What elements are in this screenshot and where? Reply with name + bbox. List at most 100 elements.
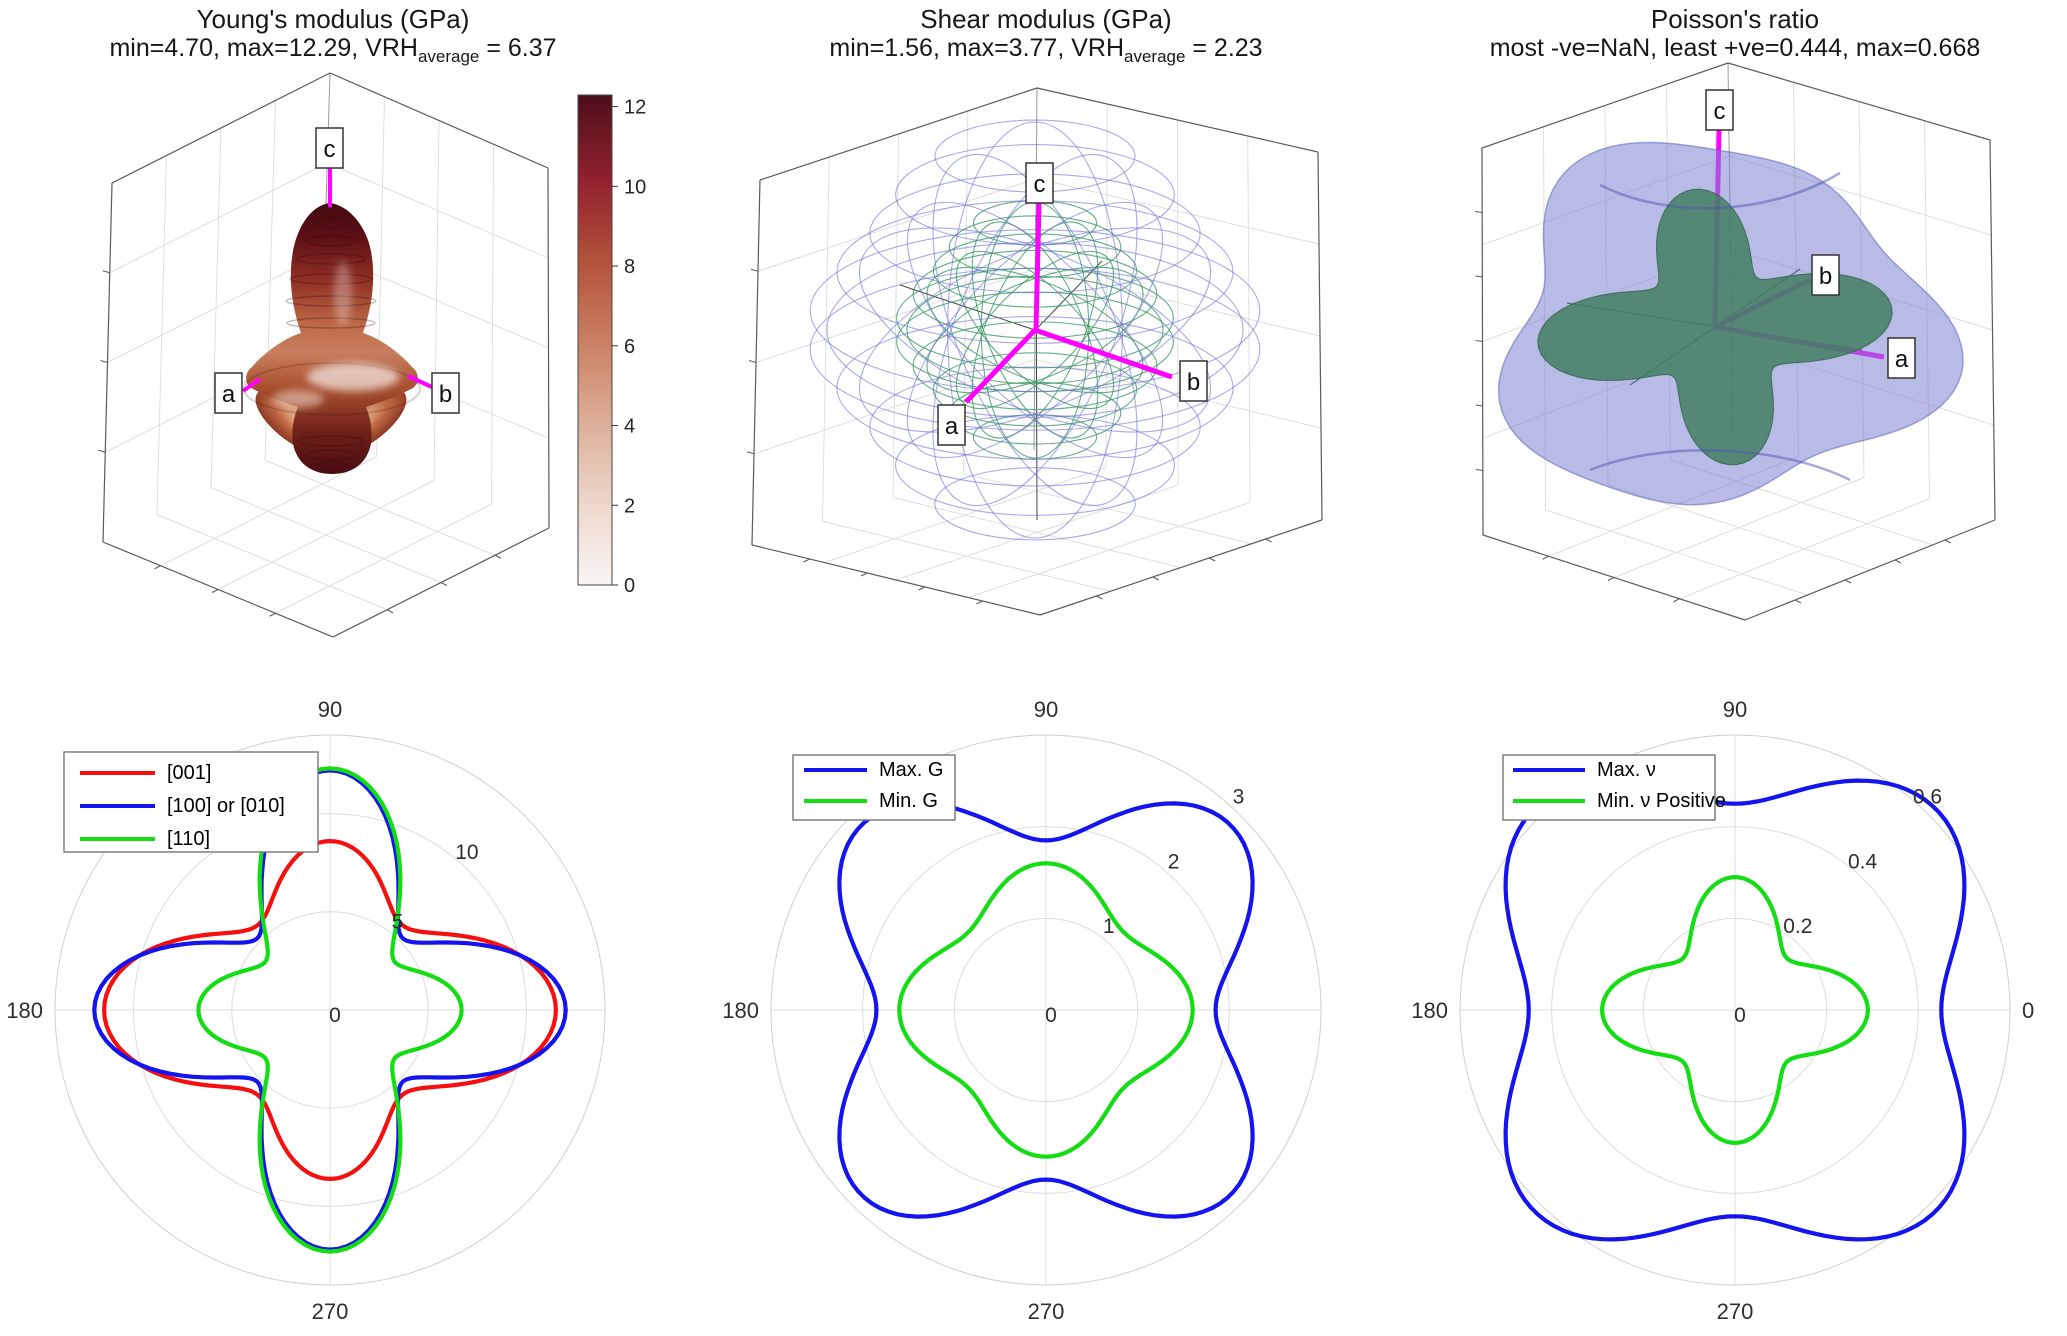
shear-title-line1: Shear modulus (GPa) (920, 4, 1172, 34)
poisson-title-line1: Poisson's ratio (1650, 4, 1820, 34)
c-axis-line (1033, 202, 1042, 331)
box-edge (111, 72, 331, 184)
colorbar-tick-label: 10 (624, 176, 646, 198)
radial-tick-label: 0.4 (1848, 850, 1878, 873)
axis-tick (1607, 577, 1615, 581)
theta-label-0: 0 (2022, 998, 2034, 1023)
theta-label-270: 270 (1028, 1299, 1065, 1324)
axis-tick (1794, 599, 1802, 604)
axis-tick (750, 268, 759, 272)
axis-tick (269, 612, 276, 617)
grid-line (892, 133, 899, 498)
grid-line (967, 502, 1251, 598)
theta-label-90: 90 (318, 697, 342, 722)
legend-entry-label: Min. G (879, 790, 938, 812)
young-title-line2: min=4.70, max=12.29, VRHaverage = 6.37 (109, 34, 557, 66)
polar-ring (54, 734, 606, 1286)
axis-tick (1475, 340, 1483, 342)
box-edge (1989, 139, 1996, 521)
grid-line (275, 503, 492, 614)
polar-ring (133, 813, 527, 1207)
legend: [001] [100] or [010] [110] (63, 751, 319, 853)
legend-entry-label: [100] or [010] (167, 795, 285, 817)
polar-ring (953, 917, 1139, 1103)
c-axis-label-frame (1705, 89, 1734, 131)
box-edge (1036, 87, 1319, 153)
b-axis-label: b (1179, 360, 1208, 402)
polar-ring (862, 826, 1230, 1194)
polar-ring (1642, 917, 1828, 1103)
young-surface-body (246, 203, 418, 474)
box-edge (1481, 62, 1729, 149)
theta-label-180: 180 (6, 998, 43, 1023)
theta-label-270: 270 (1717, 1299, 1754, 1324)
young-title-line1: Young's modulus (GPa) (196, 4, 470, 34)
axis-tick (860, 572, 868, 577)
a-axis-line (241, 377, 262, 393)
axis-tick (1475, 211, 1483, 213)
c-axis-label-frame (1025, 162, 1054, 204)
legend: Max. ν Min. ν Positive (1502, 754, 1726, 821)
grid-line (156, 514, 388, 611)
radial-tick-label: 1 (1103, 915, 1115, 938)
b-axis-label-frame (1179, 360, 1208, 402)
c-axis-label: c (315, 127, 344, 169)
axis-tick (1475, 404, 1483, 407)
a-axis-label: a (937, 404, 966, 446)
legend-entry-label: [001] (167, 762, 211, 784)
grid-line (1613, 477, 1865, 578)
b-axis-line (1034, 327, 1173, 380)
b-axis-label-frame (1811, 254, 1840, 296)
shear-polar-plot: 1 2 3 0 90 180 270 Max. G Min. G (716, 660, 1376, 1336)
a-axis-label: a (1887, 337, 1916, 379)
axes-box (102, 72, 550, 638)
a-axis-label-frame (214, 372, 243, 414)
axis-tick (440, 582, 448, 586)
radial-tick-label: 5 (392, 911, 404, 934)
axis-tick (1265, 538, 1272, 543)
polar-ring (770, 734, 1322, 1286)
axis-tick (1475, 469, 1483, 471)
box-edge (1744, 519, 1996, 621)
young-3d-surface-plot: c a b 0 2 4 6 8 10 12 (60, 55, 720, 675)
grid-line (822, 156, 830, 522)
grid-line (753, 359, 1035, 455)
grid-line (1247, 135, 1251, 503)
legend-frame (1502, 754, 1716, 821)
poisson-polar-plot: 0.2 0.4 0.6 0 0 90 180 270 Max. ν Min. ν Positive (1405, 660, 2065, 1336)
legend-entry-label: [110] (167, 828, 210, 850)
theta-label-180: 180 (722, 998, 759, 1023)
axis-tick (1673, 598, 1680, 603)
legend: Max. G Min. G (792, 754, 956, 821)
polar-grid (1459, 734, 2011, 1286)
radial-tick-label-zero: 0 (329, 1004, 341, 1027)
box-edge (751, 544, 1041, 616)
legend-entry-label: Min. ν Positive (1597, 790, 1726, 812)
axis-tick (748, 360, 757, 363)
b-axis-label-text: b (1819, 263, 1832, 290)
grid-line (1177, 119, 1179, 486)
grid-line (895, 484, 1179, 581)
box-edge (1317, 151, 1323, 521)
radial-tick-label-zero: 0 (1734, 1004, 1746, 1027)
polar-ring (1551, 826, 1919, 1194)
a-axis-line (964, 328, 1037, 404)
grid-line (491, 144, 494, 505)
a-axis-label-frame (937, 404, 966, 446)
young-title: Young's modulus (GPa) min=4.70, max=12.2… (0, 4, 713, 71)
box-edge (329, 72, 549, 169)
polar-ring (1459, 734, 2011, 1286)
polar-series--001- (102, 839, 558, 1181)
axis-tick (1944, 539, 1952, 544)
max-g-mesh (809, 119, 1261, 541)
grid-line (1543, 126, 1546, 511)
shear-title: Shear modulus (GPa) min=1.56, max=3.77, … (666, 4, 1426, 71)
axis-tick (1844, 579, 1852, 584)
axis-tick (386, 609, 394, 614)
colorbar: 0 2 4 6 8 10 12 (577, 94, 646, 597)
shear-title-line2: min=1.56, max=3.77, VRHaverage = 2.23 (829, 34, 1263, 66)
axis-tick (803, 558, 810, 563)
poisson-title: Poisson's ratio most -ve=NaN, least +ve=… (1355, 4, 2067, 71)
theta-label-180: 180 (1411, 998, 1448, 1023)
colorbar-tick-label: 2 (624, 495, 635, 517)
